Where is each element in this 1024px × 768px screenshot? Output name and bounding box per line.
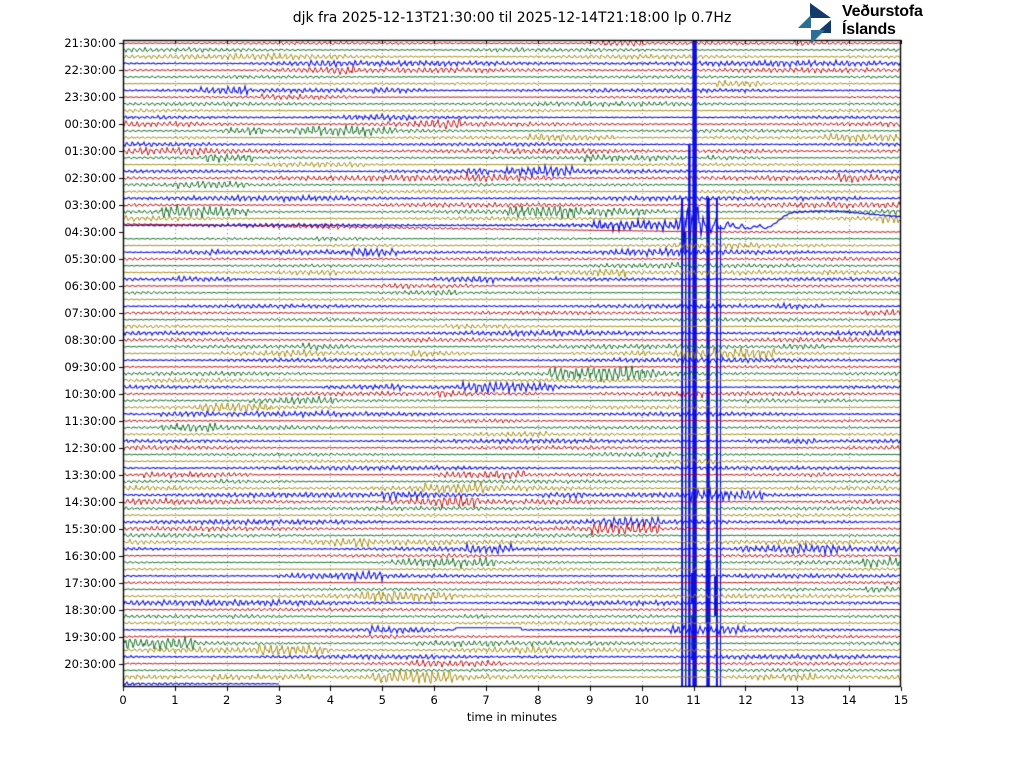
x-axis-label: 1 bbox=[171, 693, 179, 707]
logo-text-line1: Veðurstofa bbox=[842, 3, 923, 20]
logo-triangle bbox=[816, 20, 831, 33]
x-axis-label: 7 bbox=[482, 693, 490, 707]
y-axis-label: 00:30:00 bbox=[64, 117, 116, 132]
x-axis-label: 4 bbox=[326, 693, 335, 707]
y-axis-label: 02:30:00 bbox=[64, 171, 116, 186]
vedurstofa-logo: Veðurstofa Íslands bbox=[798, 3, 923, 45]
x-axis-label: 10 bbox=[634, 693, 649, 707]
page-title: djk fra 2025-12-13T21:30:00 til 2025-12-… bbox=[292, 10, 732, 26]
x-axis-title: time in minutes bbox=[466, 710, 558, 724]
y-axis-label: 12:30:00 bbox=[64, 440, 116, 455]
y-axis-label: 08:30:00 bbox=[64, 332, 116, 347]
y-axis-label: 15:30:00 bbox=[64, 521, 116, 536]
x-axis-label: 12 bbox=[738, 693, 753, 707]
x-axis-label: 9 bbox=[586, 693, 594, 707]
y-axis-label: 18:30:00 bbox=[64, 602, 116, 617]
y-axis-label: 04:30:00 bbox=[64, 225, 116, 239]
x-axis-label: 5 bbox=[378, 693, 386, 707]
y-axis-label: 23:30:00 bbox=[64, 90, 116, 105]
x-axis-label: 6 bbox=[430, 693, 438, 707]
x-axis-label: 11 bbox=[686, 693, 701, 707]
x-axis-label: 3 bbox=[274, 693, 283, 707]
y-axis-label: 01:30:00 bbox=[64, 144, 116, 159]
x-axis-label: 15 bbox=[893, 693, 909, 707]
y-axis-label: 05:30:00 bbox=[64, 251, 116, 266]
y-axis-label: 21:30:00 bbox=[64, 36, 116, 51]
logo-text-line2: Íslands bbox=[842, 21, 896, 38]
y-axis-label: 19:30:00 bbox=[64, 629, 116, 644]
logo-triangle bbox=[811, 30, 825, 44]
y-axis-label: 14:30:00 bbox=[64, 494, 116, 509]
x-axis-label: 2 bbox=[223, 693, 231, 707]
x-axis-label: 8 bbox=[534, 693, 542, 707]
x-axis-label: 13 bbox=[789, 693, 805, 707]
logo-text: Veðurstofa Íslands bbox=[842, 3, 923, 39]
pinwheel-icon bbox=[798, 3, 831, 44]
y-axis-label: 06:30:00 bbox=[64, 278, 116, 293]
y-axis-label: 03:30:00 bbox=[64, 198, 116, 213]
y-axis-label: 07:30:00 bbox=[64, 305, 116, 320]
y-axis-label: 16:30:00 bbox=[64, 548, 116, 563]
y-axis-label: 11:30:00 bbox=[64, 413, 116, 428]
logo-triangle bbox=[810, 3, 831, 18]
y-axis-label: 09:30:00 bbox=[64, 359, 116, 374]
logo-triangle bbox=[798, 15, 811, 28]
y-axis-label: 17:30:00 bbox=[64, 575, 116, 590]
y-axis-label: 22:30:00 bbox=[64, 63, 116, 78]
y-axis-label: 10:30:00 bbox=[64, 386, 116, 401]
x-axis-label: 14 bbox=[841, 693, 857, 707]
x-axis-label: 0 bbox=[119, 693, 127, 707]
y-axis-label: 13:30:00 bbox=[64, 467, 116, 482]
y-axis-label: 20:30:00 bbox=[64, 656, 116, 671]
